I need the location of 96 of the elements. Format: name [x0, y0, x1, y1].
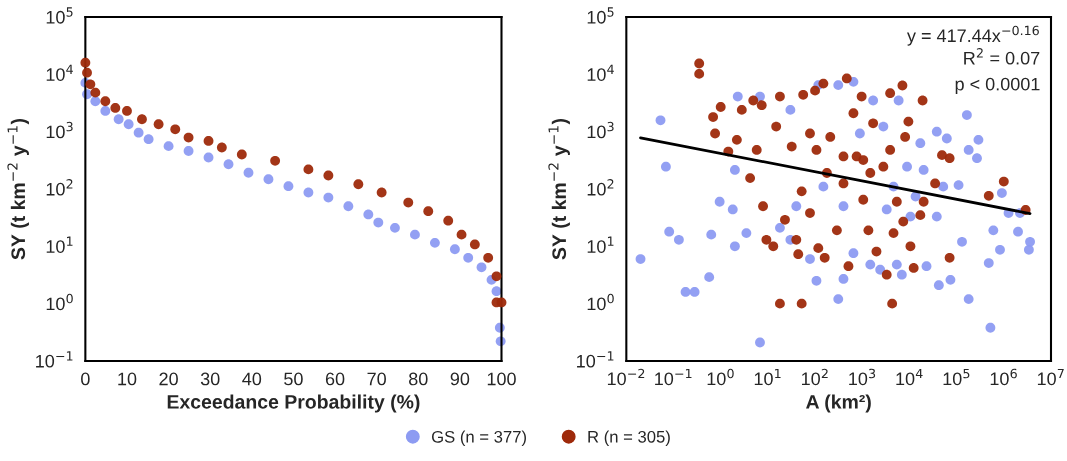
point	[449, 244, 460, 255]
y-tick-label: 10$^{−1}$	[36, 351, 73, 368]
y-tick-label: 10$^{0}$	[587, 293, 614, 311]
y-tick-label: 10$^{2}$	[587, 179, 614, 196]
x-tick-label: 10$^{0}$	[707, 368, 734, 386]
point	[203, 152, 214, 163]
point	[133, 127, 144, 138]
x-axis-title: A (km²)	[806, 394, 871, 413]
point	[283, 181, 294, 192]
point	[90, 96, 101, 107]
point	[113, 114, 124, 125]
point	[303, 164, 314, 175]
point	[456, 229, 467, 240]
point	[82, 67, 92, 78]
point	[100, 106, 111, 116]
point	[223, 159, 234, 170]
x-tick-label: 70	[367, 372, 386, 386]
point	[236, 149, 247, 160]
x-tick-label: 80	[409, 372, 428, 386]
x-tick-label: 40	[242, 372, 262, 386]
point	[263, 174, 274, 185]
y-tick-label: 10$^{0}$	[46, 293, 73, 311]
point	[390, 222, 400, 233]
point	[80, 57, 91, 68]
x-tick-label: 50	[284, 372, 303, 386]
point	[100, 96, 111, 107]
point	[491, 286, 502, 297]
point	[323, 170, 334, 181]
x-tick-label: 0	[81, 372, 90, 386]
point	[90, 87, 101, 98]
point	[270, 155, 281, 166]
x-axis-title: Exceedance Probability (%)	[167, 394, 420, 413]
point	[85, 79, 96, 90]
point	[303, 187, 314, 198]
point	[170, 124, 181, 135]
point	[216, 142, 227, 153]
point	[363, 209, 374, 220]
y-tick-label: 10$^{3}$	[46, 121, 73, 139]
y-axis-title: SY (t km$^{−2}$ y$^{−1}$)	[7, 118, 29, 260]
point	[443, 215, 454, 226]
point	[323, 192, 334, 203]
y-tick-label: 10$^{4}$	[46, 64, 73, 81]
x-tick-label: 60	[325, 372, 345, 386]
legend-label: GS (n = 377)	[431, 430, 526, 446]
point	[476, 262, 487, 273]
point	[491, 271, 502, 282]
y-tick-label: 10$^{1}$	[46, 236, 73, 253]
x-tick-label: 10$^{4}$	[896, 368, 923, 386]
x-tick-label: 10$^{5}$	[943, 368, 970, 386]
y-axis-title: SY (t km$^{−2}$ y$^{−1}$)	[548, 118, 570, 260]
point	[203, 136, 214, 146]
x-tick-label: 20	[159, 372, 178, 386]
point	[423, 206, 434, 217]
point	[123, 119, 134, 130]
x-tick-label: 10$^{1}$	[754, 368, 781, 386]
point	[496, 297, 507, 308]
x-tick-label: 10$^{−1}$	[655, 368, 692, 386]
x-tick-label: 30	[200, 372, 220, 386]
point	[110, 103, 121, 113]
x-tick-label: 10	[118, 372, 137, 386]
point	[137, 114, 147, 125]
point	[430, 237, 440, 248]
point	[469, 239, 480, 250]
y-tick-label: 10$^{−1}$	[577, 351, 614, 368]
x-tick-label: 10$^{6}$	[990, 368, 1017, 386]
point	[143, 134, 154, 145]
y-tick-label: 10$^{3}$	[587, 121, 614, 139]
annotation: R$^{2}$ = 0.07	[964, 48, 1040, 65]
point	[483, 252, 494, 263]
annotation: y = 417.44x$^{−0.16}$	[906, 25, 1039, 46]
x-tick-label: 10$^{−2}$	[607, 368, 645, 386]
y-tick-label: 10$^{4}$	[587, 64, 614, 81]
y-tick-label: 10$^{5}$	[46, 7, 73, 24]
x-tick-label: 10$^{2}$	[802, 368, 828, 386]
annotation: p < 0.0001	[955, 77, 1040, 95]
y-tick-label: 10$^{5}$	[587, 7, 614, 24]
point	[122, 106, 132, 116]
point	[153, 119, 164, 130]
x-tick-label: 10$^{3}$	[849, 368, 876, 386]
point	[353, 179, 364, 190]
point	[243, 167, 254, 178]
x-tick-label: 10$^{7}$	[1037, 368, 1064, 386]
x-tick-label: 90	[450, 372, 470, 386]
point	[163, 141, 174, 152]
legend-label: R (n = 305)	[588, 430, 670, 446]
point	[463, 252, 474, 263]
point	[183, 132, 194, 143]
y-tick-label: 10$^{1}$	[587, 236, 614, 253]
point	[343, 201, 354, 212]
point	[376, 187, 387, 198]
point	[410, 229, 420, 240]
point	[183, 146, 194, 156]
y-tick-label: 10$^{2}$	[46, 179, 73, 196]
point	[373, 217, 384, 228]
x-tick-label: 100	[487, 372, 516, 386]
point	[403, 197, 414, 208]
